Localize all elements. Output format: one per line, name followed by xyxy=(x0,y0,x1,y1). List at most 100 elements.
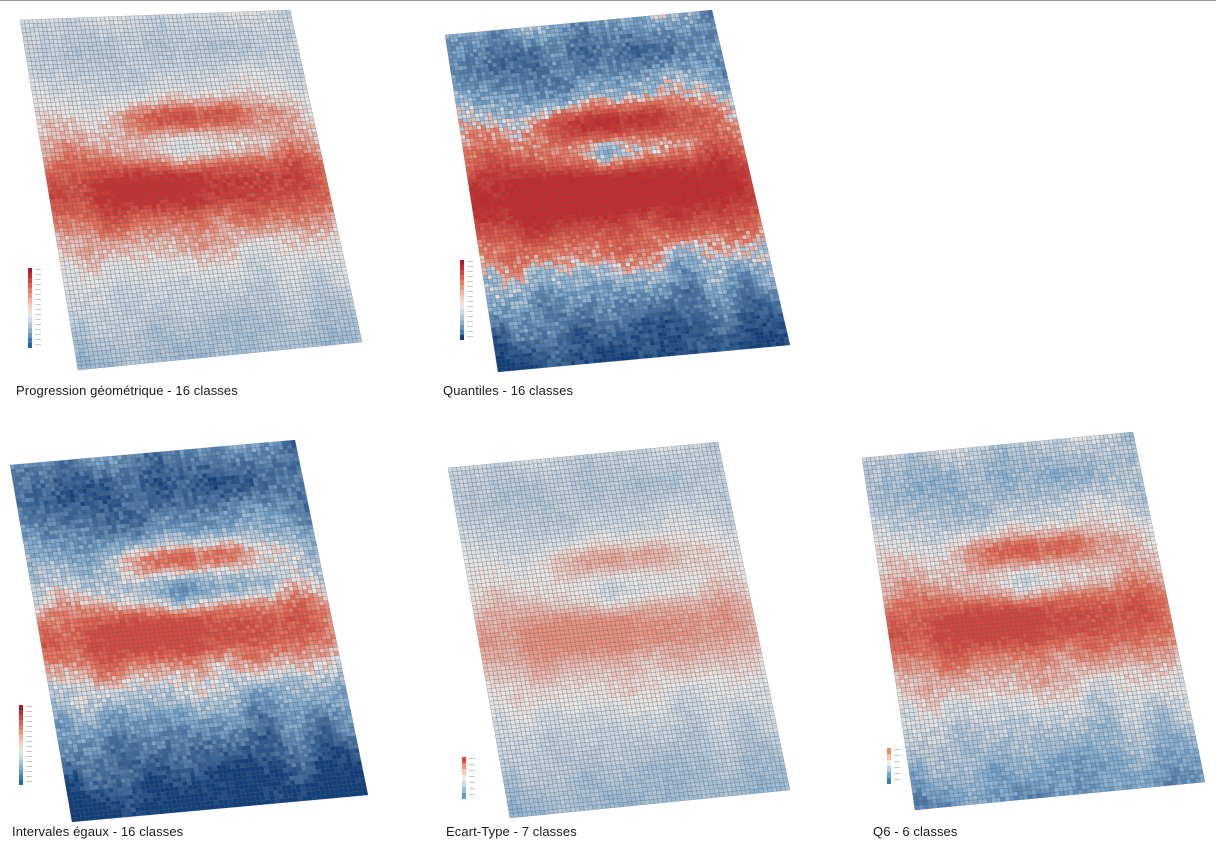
legend-tick xyxy=(469,788,475,789)
legend-tick xyxy=(35,329,41,330)
legend-swatch xyxy=(19,735,23,740)
legend-swatch xyxy=(462,787,466,793)
legend-swatch xyxy=(28,273,32,278)
legend-swatch xyxy=(887,778,891,784)
legend-swatch xyxy=(462,757,466,763)
legend-swatch xyxy=(19,740,23,745)
legend-swatch xyxy=(462,775,466,781)
legend-swatch xyxy=(460,270,464,275)
legend-swatch xyxy=(19,725,23,730)
legend-swatch xyxy=(19,730,23,735)
legend-swatch xyxy=(28,293,32,298)
legend-tick xyxy=(467,321,473,322)
choropleth-cells xyxy=(444,9,791,373)
legend-swatch xyxy=(28,278,32,283)
legend-swatch xyxy=(462,769,466,775)
legend-tick xyxy=(467,266,473,267)
legend-tick xyxy=(26,706,32,707)
legend-tick xyxy=(467,311,473,312)
legend-swatch xyxy=(28,303,32,308)
legend-tick xyxy=(26,751,32,752)
legend-tick xyxy=(35,324,41,325)
legend-tick xyxy=(467,271,473,272)
legend-tick xyxy=(26,756,32,757)
legend-tick xyxy=(26,766,32,767)
legend-swatch xyxy=(460,280,464,285)
legend-swatch xyxy=(460,305,464,310)
legend-tick xyxy=(35,344,41,345)
legend-swatch xyxy=(460,310,464,315)
legend-swatch xyxy=(19,715,23,720)
legend-tick xyxy=(26,776,32,777)
legend-swatch xyxy=(460,260,464,265)
legend-swatch xyxy=(460,285,464,290)
legend-swatch xyxy=(460,335,464,340)
legend-tick xyxy=(469,776,475,777)
legend-tick xyxy=(26,771,32,772)
caption-q6: Q6 - 6 classes xyxy=(873,824,957,839)
legend-swatch xyxy=(28,343,32,348)
caption-standard-deviation: Ecart-Type - 7 classes xyxy=(446,824,577,839)
legend-swatch xyxy=(19,750,23,755)
legend-swatch xyxy=(887,772,891,778)
legend-swatch xyxy=(887,754,891,760)
legend-tick xyxy=(894,767,900,768)
legend-tick xyxy=(26,721,32,722)
legend-swatch xyxy=(460,275,464,280)
caption-quantiles: Quantiles - 16 classes xyxy=(443,383,573,398)
choropleth-cells xyxy=(447,441,791,819)
legend-tick xyxy=(35,279,41,280)
choropleth-cells xyxy=(9,439,369,823)
legend-swatch xyxy=(462,781,466,787)
legend-tick xyxy=(35,294,41,295)
legend-swatch xyxy=(460,290,464,295)
legend-swatch xyxy=(887,760,891,766)
legend-tick xyxy=(467,331,473,332)
legend-swatch xyxy=(19,765,23,770)
legend-swatch xyxy=(19,710,23,715)
legend-tick xyxy=(26,726,32,727)
legend-swatch xyxy=(460,265,464,270)
legend-tick xyxy=(467,276,473,277)
legend-tick xyxy=(26,746,32,747)
legend-tick xyxy=(26,731,32,732)
choropleth-cells xyxy=(861,431,1206,811)
legend-tick xyxy=(467,281,473,282)
caption-geometric: Progression géométrique - 16 classes xyxy=(16,383,238,398)
legend-tick xyxy=(467,296,473,297)
legend-tick xyxy=(26,711,32,712)
legend-tick xyxy=(894,779,900,780)
legend-tick xyxy=(469,758,475,759)
legend-swatch xyxy=(28,333,32,338)
legend-tick xyxy=(26,781,32,782)
legend-swatch xyxy=(19,760,23,765)
legend-swatch xyxy=(19,780,23,785)
legend-tick xyxy=(26,736,32,737)
legend-tick xyxy=(467,316,473,317)
legend-swatch xyxy=(28,338,32,343)
legend-tick xyxy=(35,319,41,320)
legend-tick xyxy=(894,755,900,756)
legend-tick xyxy=(26,741,32,742)
legend-tick xyxy=(35,274,41,275)
legend-tick xyxy=(467,301,473,302)
legend-tick xyxy=(894,773,900,774)
legend-swatch xyxy=(19,745,23,750)
legend-swatch xyxy=(460,330,464,335)
legend-tick xyxy=(35,289,41,290)
legend-swatch xyxy=(28,318,32,323)
legend-swatch xyxy=(462,793,466,799)
legend-tick xyxy=(35,339,41,340)
legend-tick xyxy=(26,716,32,717)
legend-swatch xyxy=(28,328,32,333)
legend-swatch xyxy=(460,300,464,305)
legend-swatch xyxy=(460,315,464,320)
legend-tick xyxy=(894,749,900,750)
legend-tick xyxy=(35,309,41,310)
legend-swatch xyxy=(887,748,891,754)
legend-swatch xyxy=(28,323,32,328)
